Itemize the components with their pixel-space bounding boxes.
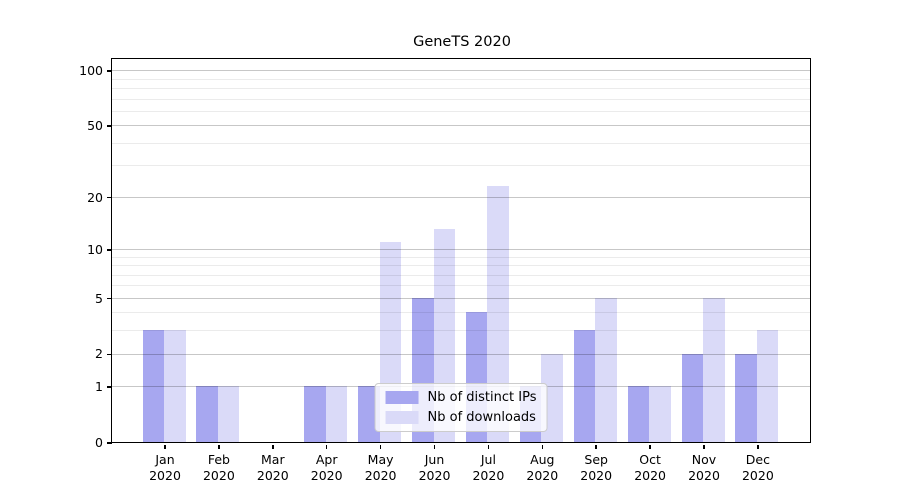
- gridline-minor-4: [112, 312, 810, 314]
- x-tick-label-apr: Apr 2020: [310, 452, 343, 483]
- chart-title: GeneTS 2020: [413, 34, 511, 50]
- legend-swatch-downloads: [385, 411, 419, 424]
- legend-item-ips: Nb of distinct IPs: [385, 390, 537, 405]
- x-tick-mark-sep: [595, 444, 597, 449]
- x-tick-label-nov: Nov 2020: [688, 452, 720, 483]
- y-tick-label-0: 0: [95, 435, 103, 450]
- y-tick-label-10: 10: [87, 241, 103, 257]
- bar-downloads-jul: [487, 185, 509, 442]
- x-tick-mark-dec: [757, 444, 759, 449]
- y-tick-label-20: 20: [87, 189, 103, 205]
- x-tick-label-jun: Jun 2020: [418, 452, 451, 483]
- y-tick-label-2: 2: [95, 346, 103, 362]
- x-tick-mark-aug: [541, 444, 544, 449]
- x-tick-mark-feb: [218, 444, 220, 449]
- x-tick-mark-mar: [272, 444, 274, 449]
- bar-ips-apr: [304, 386, 326, 442]
- x-tick-mark-jul: [487, 444, 490, 449]
- bar-ips-jan: [142, 330, 164, 442]
- bar-ips-dec: [735, 353, 757, 442]
- gridline-minor-6: [112, 285, 810, 287]
- x-tick-mark-jun: [433, 444, 436, 449]
- bar-downloads-oct: [649, 386, 671, 442]
- bar-downloads-dec: [756, 330, 779, 442]
- x-tick-label-oct: Oct 2020: [634, 452, 666, 483]
- y-tick-label-100: 100: [79, 63, 103, 79]
- gridline-minor-30: [112, 165, 810, 167]
- bar-ips-oct: [627, 386, 650, 442]
- gridline-minor-70: [112, 98, 810, 100]
- bar-downloads-sep: [595, 297, 617, 442]
- gridline-minor-90: [112, 78, 810, 80]
- x-tick-mark-may: [379, 444, 382, 449]
- bar-ips-sep: [573, 330, 596, 442]
- gridline-minor-40: [112, 142, 810, 144]
- x-tick-mark-oct: [649, 444, 651, 449]
- bar-downloads-apr: [325, 386, 348, 442]
- gridline-minor-8: [112, 265, 810, 266]
- x-tick-label-may: May 2020: [364, 452, 397, 483]
- bar-downloads-nov: [703, 297, 725, 442]
- x-tick-label-sep: Sep 2020: [580, 452, 613, 483]
- gridline-major-50: [112, 125, 810, 127]
- legend-label-downloads: Nb of downloads: [427, 410, 536, 425]
- x-tick-label-feb: Feb 2020: [202, 452, 235, 483]
- gridline-major-10: [112, 248, 810, 250]
- x-tick-mark-jan: [164, 444, 166, 449]
- plot-area: Nb of distinct IPs Nb of downloads: [111, 58, 811, 443]
- gridline-major-20: [112, 196, 810, 198]
- y-tick-label-50: 50: [87, 118, 103, 134]
- legend-label-ips: Nb of distinct IPs: [427, 390, 537, 405]
- gridline-major-2: [112, 353, 810, 355]
- bar-downloads-jan: [164, 330, 186, 442]
- x-tick-label-aug: Aug 2020: [526, 452, 559, 483]
- x-tick-label-jul: Jul 2020: [472, 452, 505, 483]
- x-tick-label-mar: Mar 2020: [256, 452, 289, 483]
- bar-ips-may: [358, 386, 380, 442]
- legend-item-downloads: Nb of downloads: [385, 410, 537, 425]
- legend: Nb of distinct IPs Nb of downloads: [374, 383, 548, 432]
- x-tick-mark-apr: [325, 444, 328, 449]
- x-tick-mark-nov: [703, 444, 705, 449]
- bar-ips-feb: [196, 386, 218, 442]
- legend-swatch-ips: [385, 391, 419, 404]
- x-tick-label-jan: Jan 2020: [149, 452, 181, 483]
- gridline-minor-60: [112, 110, 810, 112]
- bar-downloads-feb: [217, 386, 240, 442]
- gridline-minor-80: [112, 87, 810, 89]
- bar-ips-nov: [681, 353, 703, 442]
- gridline-major-100: [112, 70, 810, 72]
- y-tick-label-5: 5: [95, 290, 103, 306]
- gridline-minor-7: [112, 274, 810, 276]
- gridline-minor-3: [112, 330, 810, 332]
- gridline-minor-9: [112, 256, 810, 258]
- y-tick-label-1: 1: [95, 379, 103, 395]
- x-tick-label-dec: Dec 2020: [741, 452, 774, 483]
- gridline-major-5: [112, 297, 810, 299]
